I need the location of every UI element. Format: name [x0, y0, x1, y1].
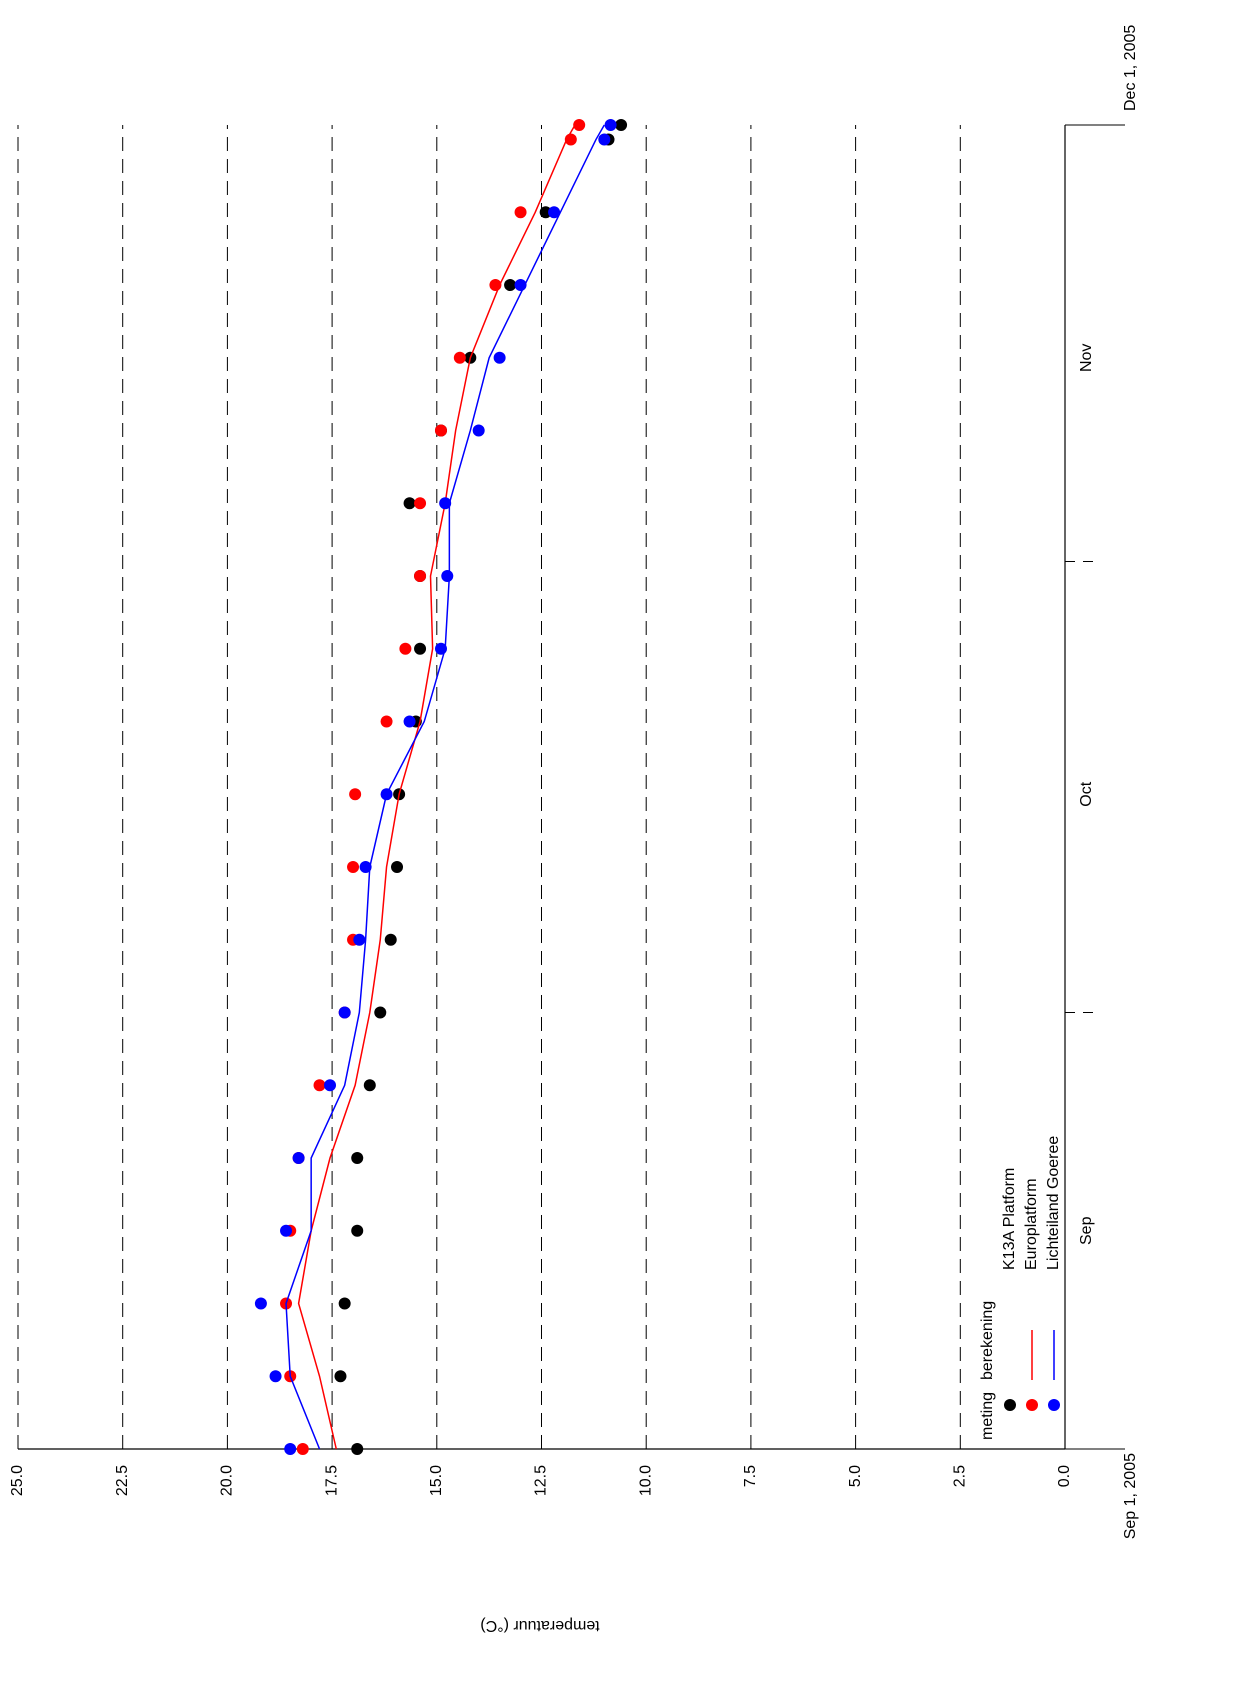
y-tick-label: 5.0	[847, 1465, 864, 1487]
measurement-dot	[353, 933, 366, 946]
measurement-dot	[403, 497, 416, 510]
measurement-dot	[380, 715, 393, 728]
y-tick-label: 12.5	[533, 1465, 550, 1496]
measurement-dot	[414, 642, 427, 655]
measurement-dot	[284, 1443, 297, 1455]
legend-dot	[1026, 1399, 1038, 1411]
measurement-dot	[414, 570, 427, 583]
measurement-dot	[598, 133, 611, 146]
measurement-dot	[504, 279, 517, 292]
measurement-dot	[334, 1370, 347, 1383]
measurement-dot	[403, 715, 416, 728]
measurement-dot	[351, 1443, 364, 1455]
measurement-dot	[324, 1079, 337, 1092]
month-label: Nov	[1078, 344, 1095, 372]
y-tick-label: 17.5	[323, 1465, 340, 1496]
month-label: Oct	[1078, 781, 1095, 806]
measurement-dot	[615, 119, 628, 131]
model-line	[297, 124, 576, 1450]
y-tick-label: 0.0	[1056, 1465, 1073, 1487]
measurement-dot	[604, 119, 617, 131]
measurement-dot	[441, 570, 454, 583]
y-tick-label: 10.0	[637, 1465, 654, 1496]
y-tick-label: 22.5	[114, 1465, 131, 1496]
measurement-dot	[384, 933, 397, 946]
legend-dot	[1004, 1399, 1016, 1411]
measurement-dot	[489, 279, 502, 292]
measurement-dot	[434, 424, 447, 437]
y-tick-label: 25.0	[9, 1465, 26, 1496]
measurement-dot	[347, 861, 360, 874]
measurement-dot	[254, 1297, 267, 1310]
x-tick-label: Sep 1, 2005	[1122, 1453, 1139, 1539]
measurement-dot	[564, 133, 577, 146]
x-tick-label: Dec 1, 2005	[1122, 25, 1139, 111]
measurement-dot	[380, 788, 393, 801]
measurement-dot	[349, 788, 362, 801]
measurement-dot	[351, 1152, 364, 1165]
measurement-dot	[338, 1297, 351, 1310]
measurement-dot	[472, 424, 485, 437]
measurement-dot	[439, 497, 452, 510]
measurement-dot	[363, 1079, 376, 1092]
measurement-dot	[338, 1006, 351, 1019]
legend-label: Europlatform	[1023, 1178, 1040, 1270]
y-tick-label: 20.0	[219, 1465, 236, 1496]
rotated-plot: temperatuur (°C) 0.0 2.5 5.0 7.5 10.0 12.5 15.…	[9, 25, 1139, 1634]
measurement-dot	[539, 206, 552, 219]
measurement-dot	[351, 1224, 364, 1237]
model-line	[285, 124, 605, 1450]
month-label: Sep	[1078, 1216, 1095, 1245]
measurement-dot	[434, 642, 447, 655]
measurement-dot	[391, 861, 404, 874]
measurement-dot	[359, 861, 372, 874]
measurement-dot	[296, 1443, 309, 1455]
measurement-dot	[374, 1006, 387, 1019]
measurement-dot	[280, 1224, 293, 1237]
legend-title: meting	[979, 1392, 996, 1440]
measurement-dot	[514, 279, 527, 292]
legend-label: Lichteiland Goeree	[1045, 1136, 1062, 1270]
measurement-dot	[573, 119, 586, 131]
measurement-dot	[313, 1079, 326, 1092]
measurement-dot	[548, 206, 561, 219]
y-axis-label: temperatuur (°C)	[480, 1617, 599, 1634]
legend-label: K13A Platform	[1001, 1168, 1018, 1270]
measurement-dot	[493, 351, 506, 364]
measurement-dot	[269, 1370, 282, 1383]
measurement-dot	[453, 351, 466, 364]
legend-dot	[1048, 1399, 1060, 1411]
measurement-dot	[514, 206, 527, 219]
legend-title: berekening	[979, 1301, 996, 1380]
measurement-dot	[399, 642, 412, 655]
y-tick-label: 2.5	[952, 1465, 969, 1487]
measurement-dot	[414, 497, 427, 510]
measurement-dot	[292, 1152, 305, 1165]
y-tick-label: 7.5	[742, 1465, 759, 1487]
y-tick-label: 15.0	[428, 1465, 445, 1496]
